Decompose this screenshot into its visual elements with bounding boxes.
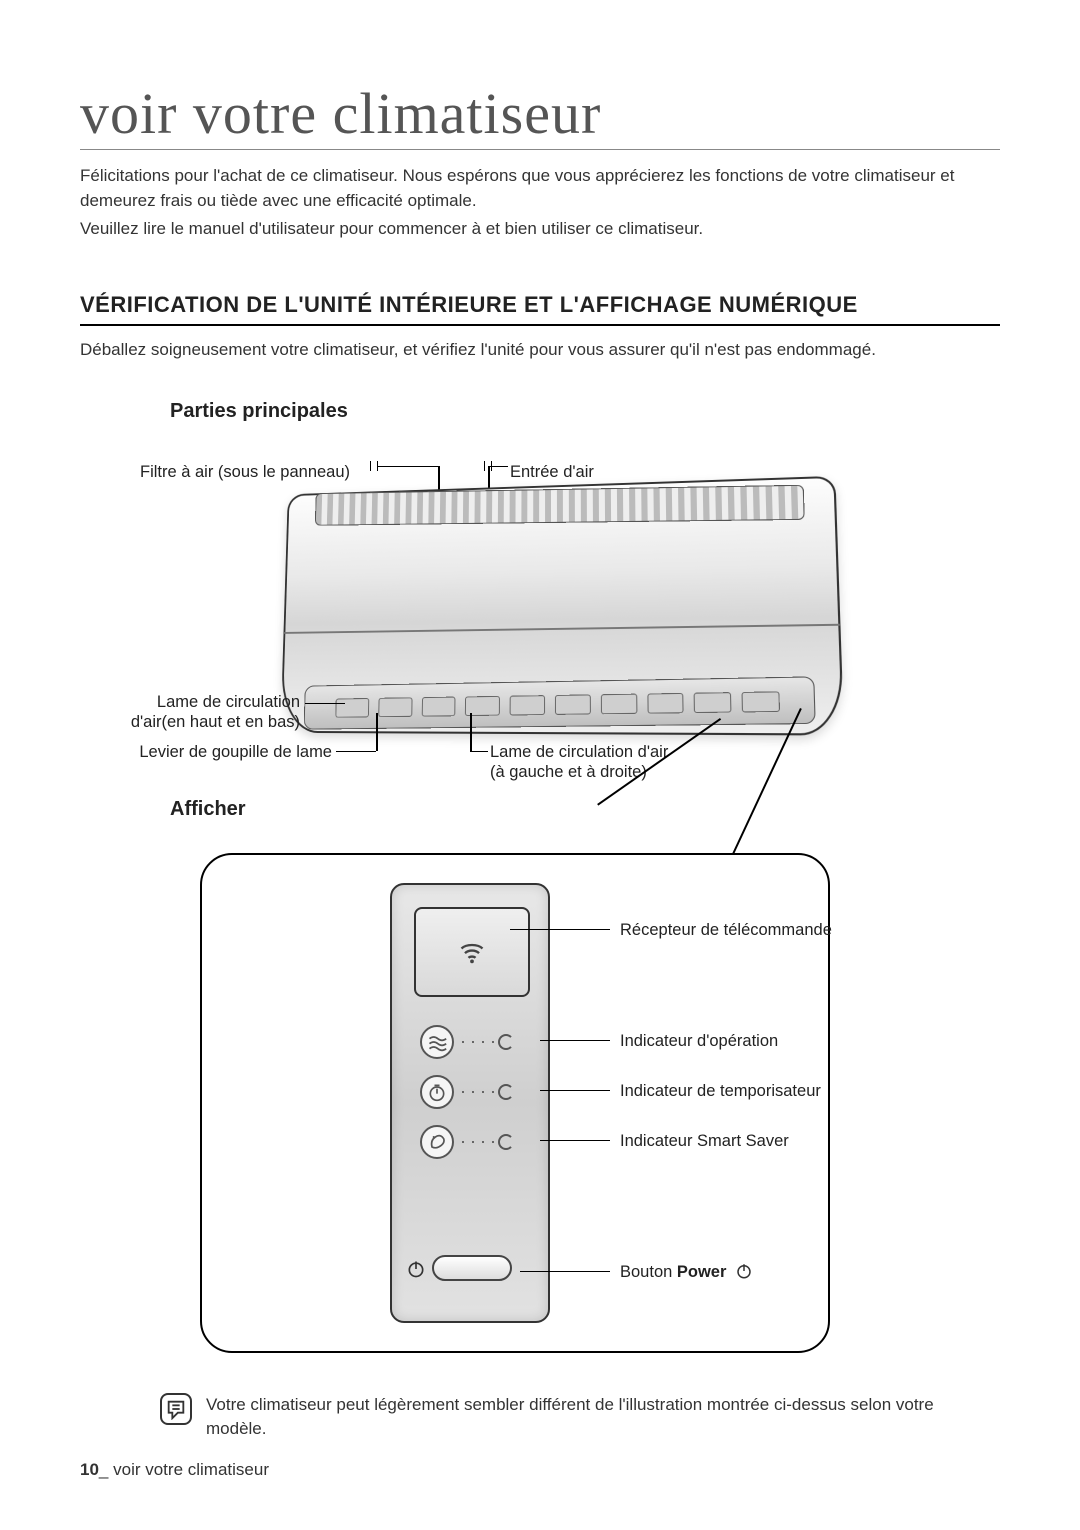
label-blade-lever: Levier de goupille de lame bbox=[100, 743, 332, 762]
subheading-parts: Parties principales bbox=[170, 400, 1000, 423]
label-air-intake: Entrée d'air bbox=[510, 463, 594, 482]
subheading-display: Afficher bbox=[170, 798, 246, 821]
note-text: Votre climatiseur peut légèrement semble… bbox=[206, 1393, 980, 1441]
label-blade-updown-1: Lame de circulation bbox=[110, 693, 300, 712]
note-icon bbox=[160, 1393, 192, 1425]
remote-receiver-screen bbox=[414, 907, 530, 997]
footer-text: voir votre climatiseur bbox=[113, 1460, 269, 1479]
label-blade-lr-2: (à gauche et à droite) bbox=[490, 763, 647, 782]
operation-icon bbox=[420, 1025, 454, 1059]
label-blade-updown-2: d'air(en haut et en bas) bbox=[110, 713, 300, 732]
display-panel-illustration: ···· ···· ···· bbox=[200, 853, 830, 1353]
intro-paragraph-2: Veuillez lire le manuel d'utilisateur po… bbox=[80, 217, 1000, 242]
label-air-filter: Filtre à air (sous le panneau) bbox=[140, 463, 350, 482]
callout-line bbox=[540, 1140, 610, 1142]
page-number: 10 bbox=[80, 1460, 99, 1479]
page-footer: 10_ voir votre climatiseur bbox=[80, 1460, 269, 1480]
indicator-row-smartsaver: ···· bbox=[392, 1125, 548, 1159]
section-intro: Déballez soigneusement votre climatiseur… bbox=[80, 340, 1000, 360]
note-row: Votre climatiseur peut légèrement semble… bbox=[160, 1393, 980, 1441]
bracket-icon bbox=[484, 461, 492, 471]
label-blade-lr-1: Lame de circulation d'air bbox=[490, 743, 668, 762]
callout-line bbox=[378, 466, 438, 468]
indicator-row-operation: ···· bbox=[392, 1025, 548, 1059]
dots-icon: ···· bbox=[454, 1131, 498, 1152]
callout-line bbox=[470, 751, 488, 753]
title-row: voir votre climatiseur bbox=[80, 80, 1000, 150]
wifi-icon bbox=[458, 938, 486, 966]
page-title: voir votre climatiseur bbox=[80, 80, 1000, 147]
label-remote-receiver: Récepteur de télécommande bbox=[620, 921, 832, 940]
diagram-area: Filtre à air (sous le panneau) Entrée d'… bbox=[80, 443, 1000, 1373]
power-icon bbox=[406, 1259, 426, 1279]
smartsaver-icon bbox=[420, 1125, 454, 1159]
label-timer-indicator: Indicateur de temporisateur bbox=[620, 1082, 821, 1101]
led-icon bbox=[498, 1034, 514, 1050]
manual-page: voir votre climatiseur Félicitations pou… bbox=[0, 0, 1080, 1530]
led-icon bbox=[498, 1084, 514, 1100]
label-power-button: Bouton Power bbox=[620, 1262, 753, 1282]
power-button[interactable] bbox=[432, 1255, 512, 1281]
callout-line bbox=[305, 703, 345, 705]
bracket-icon bbox=[370, 461, 378, 471]
callout-line bbox=[470, 713, 472, 751]
footer-separator: _ bbox=[99, 1460, 113, 1479]
ac-unit-illustration bbox=[270, 483, 830, 733]
label-operation-indicator: Indicateur d'opération bbox=[620, 1032, 778, 1051]
timer-icon bbox=[420, 1075, 454, 1109]
panel-inner: ···· ···· ···· bbox=[390, 883, 550, 1323]
intro-paragraph-1: Félicitations pour l'achat de ce climati… bbox=[80, 164, 1000, 213]
callout-line bbox=[510, 929, 610, 931]
callout-line bbox=[540, 1040, 610, 1042]
dots-icon: ···· bbox=[454, 1081, 498, 1102]
power-label-prefix: Bouton bbox=[620, 1263, 677, 1281]
callout-line bbox=[520, 1271, 610, 1273]
section-heading: VÉRIFICATION DE L'UNITÉ INTÉRIEURE ET L'… bbox=[80, 292, 1000, 326]
label-smartsaver-indicator: Indicateur Smart Saver bbox=[620, 1132, 789, 1151]
indicator-row-timer: ···· bbox=[392, 1075, 548, 1109]
led-icon bbox=[498, 1134, 514, 1150]
power-icon bbox=[735, 1262, 753, 1280]
callout-line bbox=[540, 1090, 610, 1092]
dots-icon: ···· bbox=[454, 1031, 498, 1052]
power-label-bold: Power bbox=[677, 1263, 727, 1281]
callout-line bbox=[336, 751, 376, 753]
callout-line bbox=[376, 713, 378, 751]
